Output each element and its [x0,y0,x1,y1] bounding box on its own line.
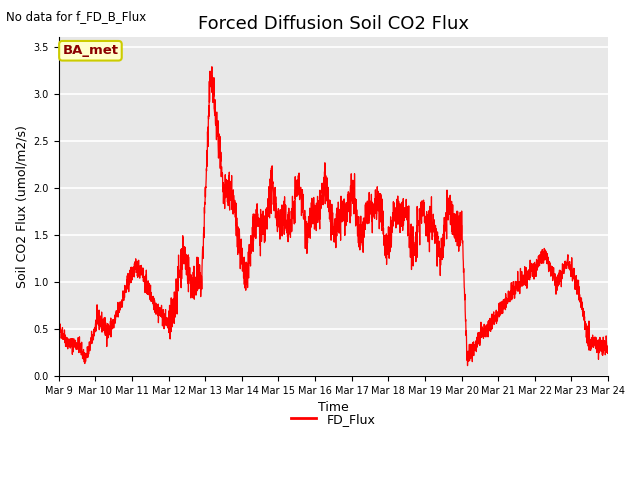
X-axis label: Time: Time [318,401,349,414]
Title: Forced Diffusion Soil CO2 Flux: Forced Diffusion Soil CO2 Flux [198,15,469,33]
Text: BA_met: BA_met [63,44,118,57]
Y-axis label: Soil CO2 Flux (umol/m2/s): Soil CO2 Flux (umol/m2/s) [15,125,28,288]
Text: No data for f_FD_B_Flux: No data for f_FD_B_Flux [6,10,147,23]
Legend: FD_Flux: FD_Flux [287,408,380,431]
